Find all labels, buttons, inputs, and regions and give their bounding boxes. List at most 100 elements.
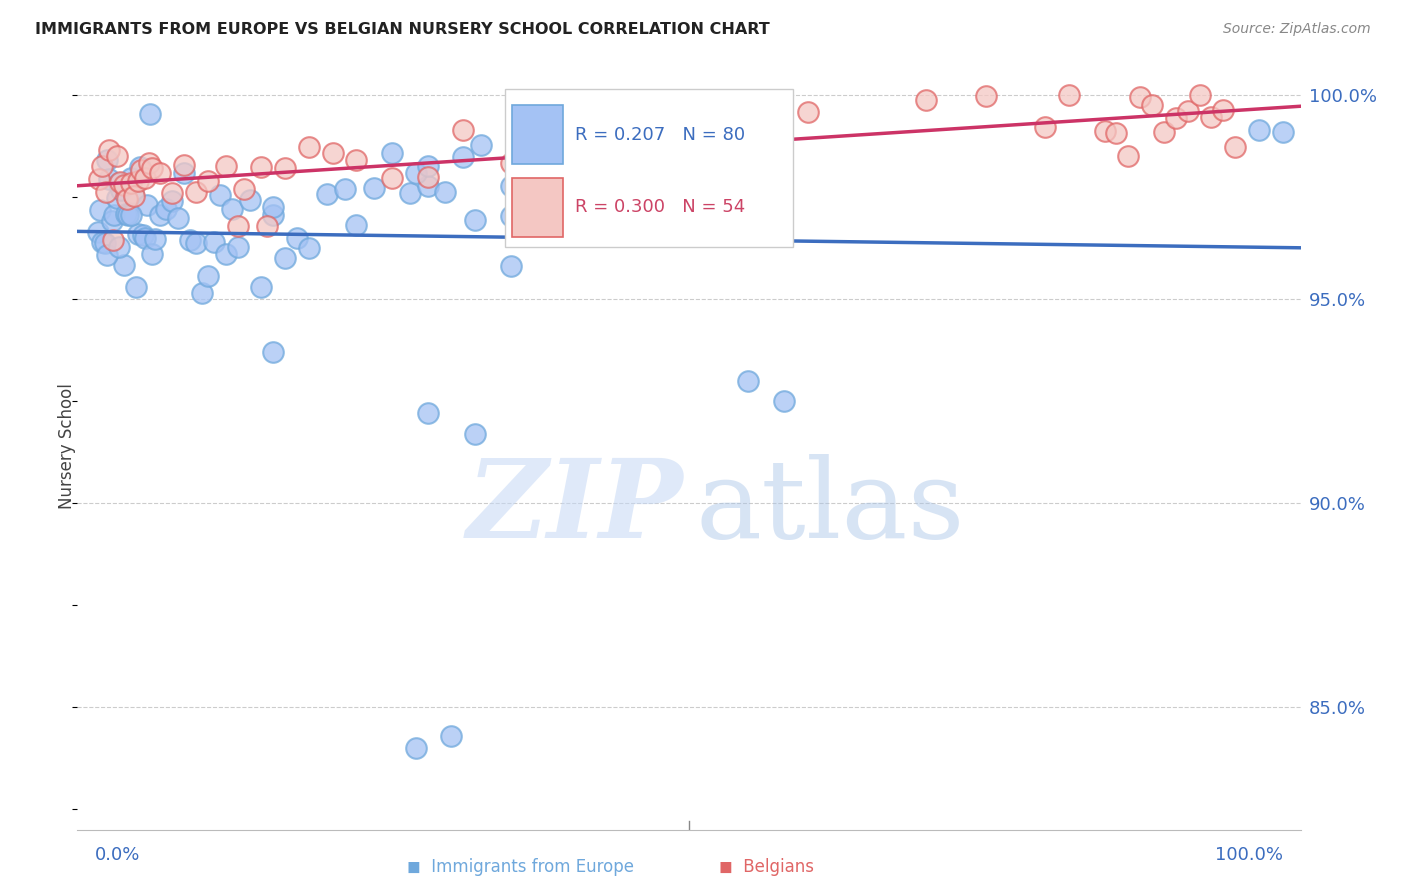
Point — [120, 208, 142, 222]
Point — [399, 186, 422, 200]
Point — [120, 176, 142, 190]
Point — [499, 260, 522, 274]
Point — [162, 194, 184, 208]
Point — [796, 105, 818, 120]
Point — [134, 171, 156, 186]
Point — [221, 202, 243, 216]
Point — [138, 156, 160, 170]
Point — [262, 345, 284, 359]
Point — [129, 160, 152, 174]
Point — [1271, 125, 1294, 139]
Text: R = 0.300   N = 54: R = 0.300 N = 54 — [575, 198, 745, 216]
Point — [654, 164, 676, 178]
Point — [416, 159, 439, 173]
Point — [105, 192, 128, 206]
Point — [344, 153, 367, 168]
Point — [184, 236, 207, 251]
Point — [262, 208, 284, 222]
Text: 0.0%: 0.0% — [96, 846, 141, 863]
Point — [298, 140, 321, 154]
Point — [678, 180, 700, 194]
Point — [184, 186, 207, 200]
Point — [381, 146, 404, 161]
Point — [381, 171, 404, 186]
Point — [232, 182, 254, 196]
Point — [915, 93, 938, 107]
Point — [141, 246, 163, 260]
Point — [470, 138, 492, 153]
Point — [737, 374, 759, 388]
Point — [1140, 98, 1163, 112]
Text: ◼  Belgians: ◼ Belgians — [718, 858, 814, 876]
Point — [262, 200, 284, 214]
Point — [1225, 139, 1247, 153]
Point — [112, 258, 135, 272]
Point — [1201, 110, 1223, 124]
Point — [215, 247, 238, 261]
Point — [117, 208, 139, 222]
Point — [197, 174, 219, 188]
Point — [974, 88, 997, 103]
Point — [1105, 126, 1128, 140]
Point — [517, 227, 540, 242]
Point — [453, 122, 475, 136]
Point — [553, 149, 575, 163]
Point — [238, 193, 260, 207]
Point — [173, 158, 195, 172]
Y-axis label: Nursery School: Nursery School — [58, 383, 76, 509]
Point — [619, 139, 641, 153]
Point — [416, 169, 439, 184]
Point — [773, 394, 796, 409]
Point — [464, 213, 486, 227]
Point — [274, 161, 297, 175]
Point — [101, 233, 124, 247]
Point — [1164, 112, 1187, 126]
Point — [197, 268, 219, 283]
Point — [363, 181, 385, 195]
Point — [416, 178, 439, 193]
Point — [110, 183, 132, 197]
Point — [127, 174, 149, 188]
Point — [1177, 104, 1199, 119]
Point — [120, 171, 142, 186]
Point — [453, 151, 475, 165]
Text: ZIP: ZIP — [467, 454, 683, 561]
Point — [94, 186, 117, 200]
Point — [149, 166, 172, 180]
Point — [96, 153, 118, 168]
Point — [98, 143, 121, 157]
Point — [162, 186, 184, 201]
Point — [143, 232, 166, 246]
Point — [333, 182, 356, 196]
Point — [315, 187, 337, 202]
Point — [87, 172, 110, 186]
Point — [89, 202, 111, 217]
Point — [582, 192, 605, 206]
Point — [86, 225, 108, 239]
Point — [250, 160, 273, 174]
Point — [108, 175, 131, 189]
Point — [464, 426, 486, 441]
Point — [1153, 125, 1175, 139]
Text: atlas: atlas — [695, 454, 965, 561]
Point — [124, 280, 146, 294]
Point — [440, 729, 463, 743]
Point — [108, 240, 131, 254]
Point — [167, 211, 190, 225]
Point — [434, 186, 457, 200]
Point — [499, 179, 522, 194]
Point — [208, 188, 231, 202]
Point — [105, 148, 128, 162]
Point — [191, 285, 214, 300]
Point — [98, 171, 121, 186]
Point — [131, 162, 153, 177]
Point — [536, 174, 558, 188]
Point — [127, 227, 149, 241]
Point — [405, 741, 427, 756]
Point — [256, 219, 278, 233]
Point — [1129, 90, 1152, 104]
Point — [91, 235, 114, 249]
Point — [179, 233, 201, 247]
Point — [499, 209, 522, 223]
Point — [103, 208, 125, 222]
